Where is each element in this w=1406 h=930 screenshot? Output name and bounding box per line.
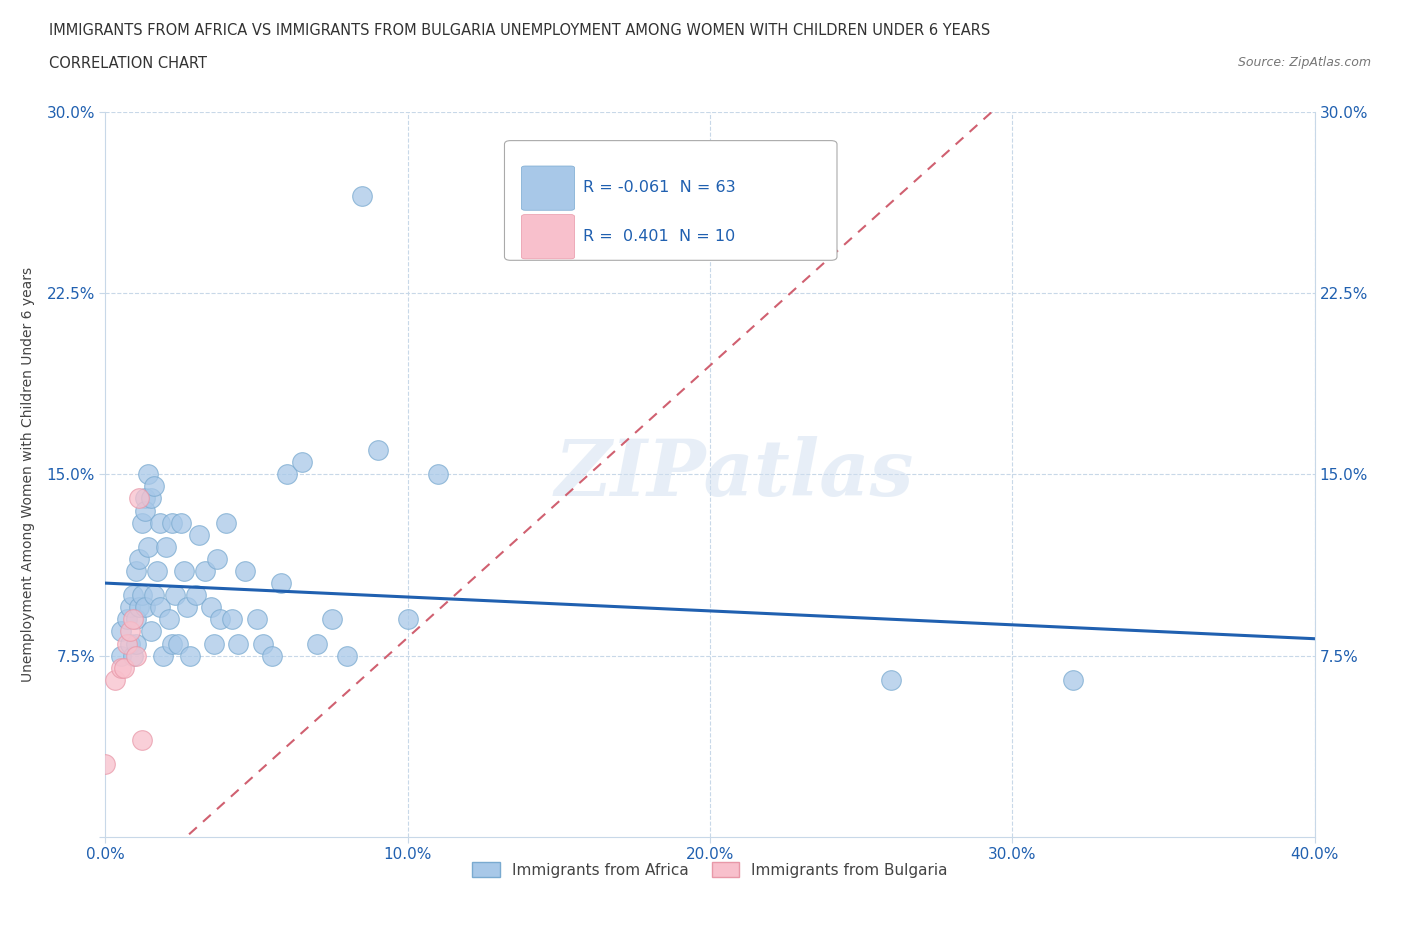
Point — [149, 515, 172, 530]
Point — [291, 455, 314, 470]
Point — [136, 467, 159, 482]
Point — [152, 648, 174, 663]
Legend: Immigrants from Africa, Immigrants from Bulgaria: Immigrants from Africa, Immigrants from … — [467, 856, 953, 884]
FancyBboxPatch shape — [505, 140, 837, 260]
Point — [124, 612, 148, 627]
Point — [215, 515, 238, 530]
Point — [146, 564, 169, 578]
Point — [142, 479, 165, 494]
Point — [124, 648, 148, 663]
Point — [112, 660, 135, 675]
Point — [103, 672, 125, 687]
Text: CORRELATION CHART: CORRELATION CHART — [49, 56, 207, 71]
Text: R =  0.401  N = 10: R = 0.401 N = 10 — [583, 229, 735, 244]
Point — [880, 672, 903, 687]
Point — [276, 467, 298, 482]
Point — [170, 515, 193, 530]
Point — [134, 600, 156, 615]
Point — [118, 624, 141, 639]
Point — [131, 588, 153, 603]
Point — [270, 576, 292, 591]
Point — [246, 612, 269, 627]
Point — [139, 624, 162, 639]
Point — [233, 564, 256, 578]
Point — [157, 612, 180, 627]
Point — [1062, 672, 1084, 687]
Point — [131, 515, 153, 530]
Point — [131, 733, 153, 748]
Point — [252, 636, 274, 651]
Point — [118, 600, 141, 615]
Point — [321, 612, 343, 627]
Point — [128, 600, 150, 615]
Point — [160, 636, 183, 651]
Point — [336, 648, 359, 663]
Point — [121, 588, 143, 603]
FancyBboxPatch shape — [522, 166, 575, 210]
Point — [160, 515, 183, 530]
Point — [115, 636, 138, 651]
Point — [163, 588, 186, 603]
Point — [136, 539, 159, 554]
Point — [134, 491, 156, 506]
Point — [209, 612, 232, 627]
Point — [142, 588, 165, 603]
Point — [118, 636, 141, 651]
Point — [179, 648, 201, 663]
Point — [307, 636, 329, 651]
Text: R = -0.061  N = 63: R = -0.061 N = 63 — [583, 180, 735, 195]
Point — [188, 527, 211, 542]
Point — [173, 564, 195, 578]
Point — [194, 564, 217, 578]
Point — [207, 551, 229, 566]
Point — [366, 443, 388, 458]
Point — [115, 612, 138, 627]
Point — [167, 636, 190, 651]
Point — [352, 189, 374, 204]
Y-axis label: Unemployment Among Women with Children Under 6 years: Unemployment Among Women with Children U… — [21, 267, 35, 682]
Text: IMMIGRANTS FROM AFRICA VS IMMIGRANTS FROM BULGARIA UNEMPLOYMENT AMONG WOMEN WITH: IMMIGRANTS FROM AFRICA VS IMMIGRANTS FRO… — [49, 23, 990, 38]
FancyBboxPatch shape — [522, 215, 575, 259]
Text: ZIPatlas: ZIPatlas — [554, 436, 914, 512]
Point — [94, 757, 117, 772]
Point — [124, 636, 148, 651]
Point — [396, 612, 419, 627]
Point — [121, 612, 143, 627]
Point — [200, 600, 222, 615]
Point — [121, 648, 143, 663]
Point — [110, 660, 132, 675]
Point — [110, 648, 132, 663]
Point — [202, 636, 225, 651]
Point — [128, 491, 150, 506]
Point — [124, 564, 148, 578]
Point — [155, 539, 177, 554]
Point — [128, 551, 150, 566]
Point — [221, 612, 243, 627]
Point — [149, 600, 172, 615]
Point — [427, 467, 450, 482]
Point — [134, 503, 156, 518]
Point — [186, 588, 208, 603]
Point — [260, 648, 283, 663]
Text: Source: ZipAtlas.com: Source: ZipAtlas.com — [1237, 56, 1371, 69]
Point — [139, 491, 162, 506]
Point — [228, 636, 250, 651]
Point — [110, 624, 132, 639]
Point — [176, 600, 198, 615]
